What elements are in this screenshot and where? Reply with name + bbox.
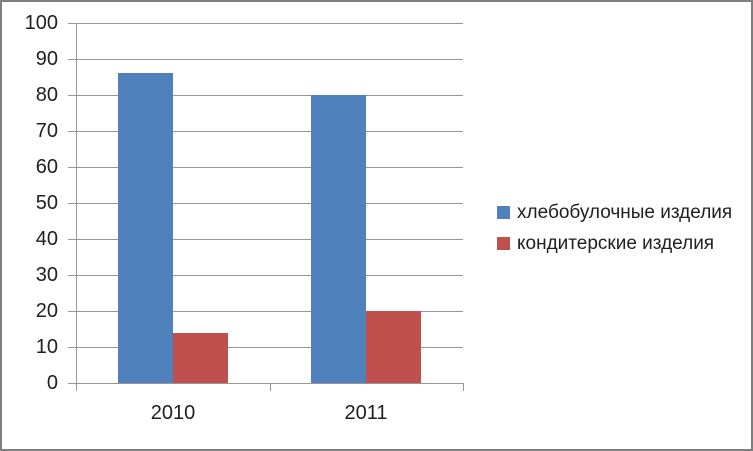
y-tick-label: 100 — [24, 12, 58, 34]
gridline — [76, 167, 463, 168]
y-axis-tick — [68, 311, 76, 312]
y-tick-label: 10 — [35, 336, 58, 358]
y-tick-label: 20 — [35, 300, 58, 322]
gridline — [76, 203, 463, 204]
y-tick-label: 70 — [35, 120, 58, 142]
y-tick-label: 30 — [35, 264, 58, 286]
bar-series-0 — [311, 95, 366, 383]
legend-swatch-blue — [497, 206, 510, 219]
x-axis-tick — [76, 383, 77, 391]
y-tick-label: 60 — [35, 156, 58, 178]
y-axis-line — [76, 23, 77, 383]
legend-item: кондитерские изделия — [497, 232, 732, 254]
x-axis-tick — [463, 383, 464, 391]
gridline — [76, 347, 463, 348]
bar-series-1 — [366, 311, 421, 383]
legend-label: хлебобулочные изделия — [517, 201, 733, 223]
y-tick-label: 40 — [35, 228, 58, 250]
y-axis-tick — [68, 131, 76, 132]
y-axis-tick — [68, 383, 76, 384]
y-axis-tick — [68, 275, 76, 276]
bar-series-0 — [118, 73, 173, 383]
x-axis-tick — [270, 383, 271, 391]
y-tick-label: 50 — [35, 192, 58, 214]
x-category-label: 2011 — [344, 402, 388, 424]
y-tick-label: 80 — [35, 84, 58, 106]
legend-item: хлебобулочные изделия — [497, 201, 733, 223]
legend-label: кондитерские изделия — [517, 232, 715, 254]
y-axis-tick — [68, 95, 76, 96]
legend: хлебобулочные изделия кондитерские издел… — [497, 201, 733, 265]
y-axis-tick — [68, 23, 76, 24]
gridline — [76, 131, 463, 132]
y-axis-tick — [68, 167, 76, 168]
gridline — [76, 311, 463, 312]
x-category-label: 2010 — [150, 402, 196, 424]
bar-series-1 — [173, 333, 228, 383]
gridline — [76, 239, 463, 240]
y-axis-tick — [68, 239, 76, 240]
y-axis-tick — [68, 347, 76, 348]
gridline — [76, 383, 463, 384]
y-tick-label: 90 — [35, 48, 58, 70]
legend-swatch-red — [497, 237, 510, 250]
y-tick-label: 0 — [46, 372, 58, 394]
gridline — [76, 95, 463, 96]
gridline — [76, 59, 463, 60]
gridline — [76, 275, 463, 276]
y-axis-tick — [68, 203, 76, 204]
y-axis-tick — [68, 59, 76, 60]
gridline — [76, 23, 463, 24]
